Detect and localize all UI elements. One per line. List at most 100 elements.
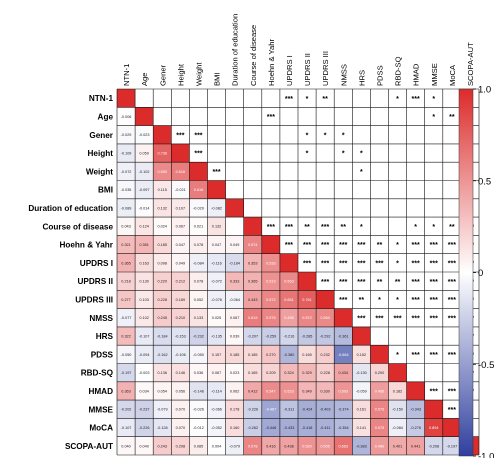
heatmap-cell — [406, 436, 425, 455]
heatmap-cell — [171, 235, 190, 254]
significance-mark: *** — [285, 96, 293, 103]
heatmap-cell — [279, 418, 298, 437]
significance-mark: ** — [449, 224, 455, 231]
cell-value-label: 0.578 — [248, 444, 258, 448]
heatmap-cell — [243, 381, 262, 401]
significance-mark: ** — [449, 114, 455, 121]
cell-value-label: 0.616 — [194, 188, 204, 192]
row-label: MMSE — [88, 405, 113, 414]
cell-value-label: 0.185 — [157, 243, 167, 247]
cell-value-label: -0.162 — [157, 353, 168, 357]
heatmap-cell — [298, 436, 317, 455]
column-label: Course of disease — [249, 25, 258, 86]
heatmap-cell — [117, 436, 136, 455]
cell-value-label: -0.107 — [121, 426, 132, 430]
cell-value-label: 0.103 — [139, 298, 149, 302]
significance-mark: * — [432, 96, 435, 103]
heatmap-cell — [370, 400, 389, 419]
cell-value-label: 0.523 — [284, 389, 294, 393]
heatmap-cell — [243, 400, 262, 419]
heatmap-cell — [298, 363, 317, 382]
cell-value-label: 0.047 — [212, 243, 222, 247]
significance-mark: *** — [303, 242, 311, 249]
significance-mark: *** — [357, 315, 365, 322]
heatmap-cell — [243, 363, 262, 382]
cell-value-label: 0.209 — [266, 371, 276, 375]
heatmap-cell — [279, 308, 298, 327]
heatmap-cell — [189, 400, 208, 419]
significance-mark: *** — [448, 315, 456, 322]
heatmap-cell — [117, 217, 136, 236]
heatmap-cell — [117, 363, 136, 382]
significance-mark: *** — [412, 260, 420, 267]
cell-value-label: -0.114 — [211, 389, 221, 393]
heatmap-cell — [135, 418, 154, 437]
significance-mark: * — [378, 297, 381, 304]
heatmap-cell — [334, 418, 353, 437]
heatmap-cell — [352, 418, 371, 437]
heatmap-cell — [334, 381, 353, 401]
cell-value-label: 0.049 — [176, 261, 186, 265]
cell-value-label: -0.380 — [284, 353, 295, 357]
column-label: UPDRS III — [321, 51, 330, 86]
significance-mark: *** — [375, 315, 383, 322]
cell-value-label: 0.039 — [230, 334, 240, 338]
heatmap-cell — [316, 400, 335, 419]
cell-value-label: -0.135 — [211, 334, 222, 338]
heatmap-cell — [171, 253, 190, 272]
heatmap-cell — [243, 290, 262, 309]
cell-value-label: 0.220 — [157, 280, 167, 284]
heatmap-cell — [135, 180, 154, 199]
column-label: RBD-SQ — [394, 56, 403, 86]
cell-value-label: -0.023 — [139, 133, 150, 137]
heatmap-cell-diagonal — [352, 326, 371, 346]
cell-value-label: -0.184 — [157, 334, 168, 338]
heatmap-cell — [225, 436, 244, 455]
cell-value-label: -0.106 — [175, 353, 186, 357]
cell-value-label: -0.226 — [247, 408, 258, 412]
cell-value-label: 0.416 — [266, 444, 276, 448]
cell-value-label: 0.052 — [194, 298, 204, 302]
cell-value-label: -0.184 — [229, 261, 240, 265]
heatmap-cell — [207, 436, 226, 455]
heatmap-cell — [225, 235, 244, 254]
cell-value-label: -0.433 — [284, 426, 295, 430]
cell-value-label: 0.157 — [212, 353, 222, 357]
heatmap-cell — [424, 436, 443, 455]
heatmap-cell — [171, 198, 190, 218]
heatmap-cell — [261, 418, 280, 437]
colorbar-gradient — [458, 88, 474, 457]
significance-mark: ** — [322, 96, 328, 103]
significance-mark: * — [396, 297, 399, 304]
heatmap-cell — [207, 400, 226, 419]
heatmap-cell — [171, 180, 190, 199]
cell-value-label: 0.503 — [338, 389, 348, 393]
row-label: HRS — [96, 332, 114, 341]
cell-value-label: 0.185 — [248, 353, 258, 357]
heatmap-cell — [352, 363, 371, 382]
cell-value-label: 0.563 — [284, 280, 294, 284]
heatmap-cell — [261, 381, 280, 401]
cell-value-label: 0.243 — [157, 444, 167, 448]
cell-value-label: -0.237 — [139, 408, 150, 412]
column-label: Gener — [158, 64, 167, 86]
heatmap-cell — [189, 308, 208, 327]
significance-mark: * — [360, 224, 363, 231]
row-label: UPDRS II — [78, 277, 114, 286]
heatmap-cell — [117, 272, 136, 291]
heatmap-cell — [352, 400, 371, 419]
cell-value-label: 0.616 — [176, 170, 186, 174]
cell-value-label: -0.050 — [193, 353, 204, 357]
heatmap-cell — [225, 326, 244, 346]
heatmap-cell — [153, 400, 172, 419]
cell-value-label: -0.259 — [265, 334, 276, 338]
cell-value-label: 0.576 — [375, 408, 385, 412]
heatmap-cell — [370, 363, 389, 382]
heatmap-cell — [298, 345, 317, 364]
significance-mark: * — [342, 151, 345, 158]
significance-mark: * — [306, 132, 309, 139]
heatmap-cell — [352, 436, 371, 455]
cell-value-label: -0.078 — [211, 298, 222, 302]
heatmap-cell — [171, 418, 190, 437]
heatmap-cell — [334, 436, 353, 455]
